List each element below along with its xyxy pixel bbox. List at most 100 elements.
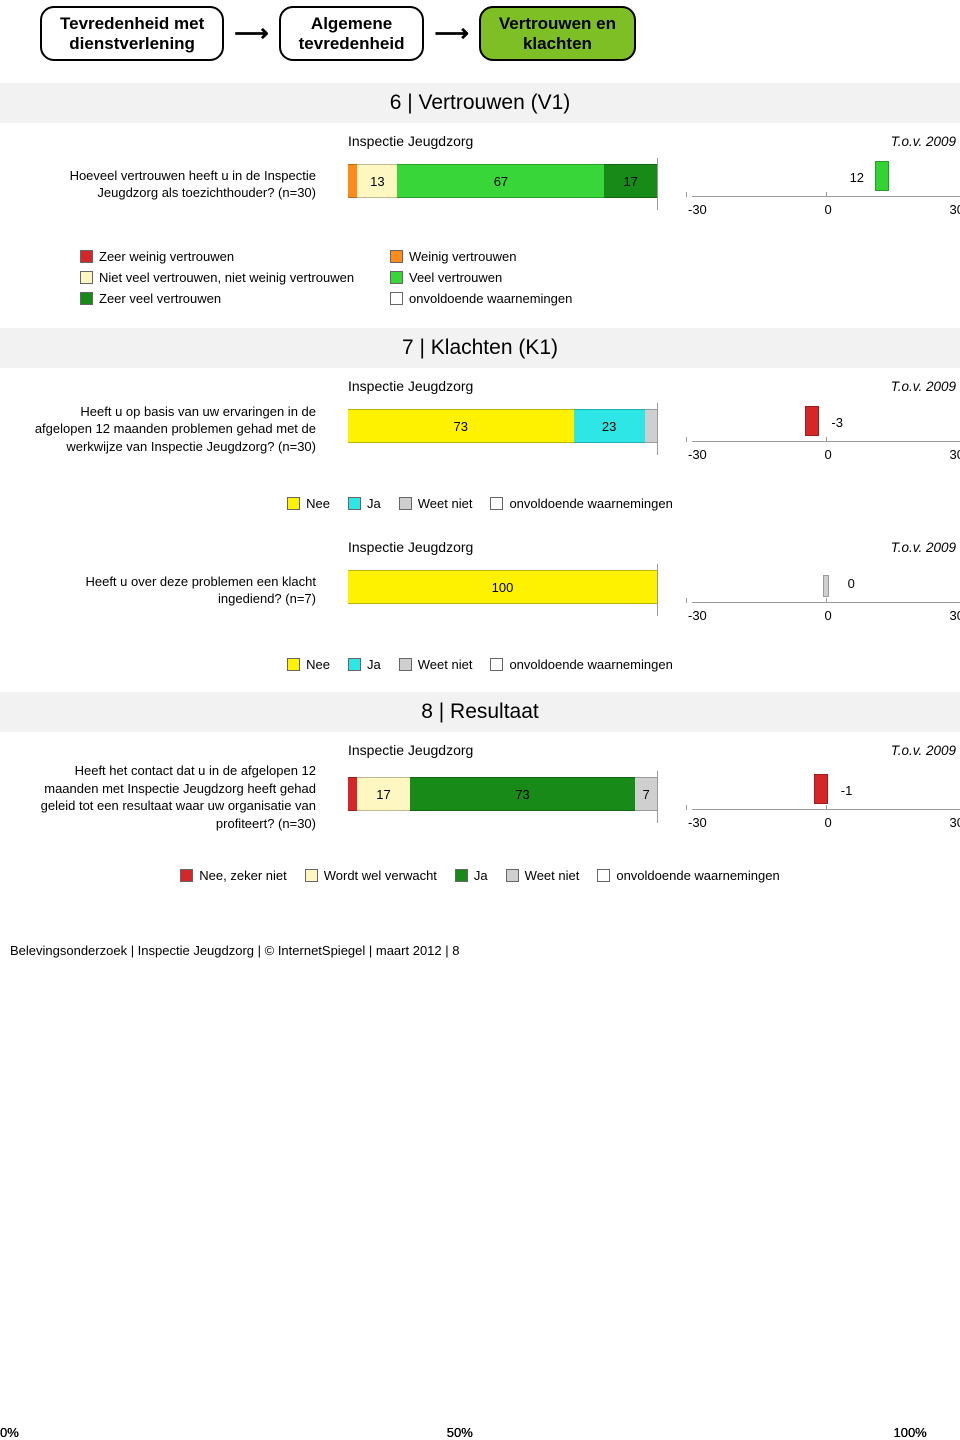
s7c0-col-left-label: Inspectie Jeugdzorg — [348, 378, 658, 394]
legend-item: Weet niet — [399, 496, 473, 511]
diff-value-label: 0 — [848, 576, 855, 591]
s8-question: Heeft het contact dat u in de afgelopen … — [30, 762, 320, 832]
legend-swatch — [399, 497, 412, 510]
legend-item: Wordt wel verwacht — [305, 868, 437, 883]
s8-bar-ticks: 0% 50% 100% — [0, 1425, 960, 1440]
legend-item: onvoldoende waarnemingen — [490, 657, 672, 672]
breadcrumb-nav: Tevredenheid met dienstverlening ⟶ Algem… — [0, 0, 960, 73]
s7c1-col-right-label: T.o.v. 2009 — [686, 540, 960, 555]
s7c0-question: Heeft u op basis van uw ervaringen in de… — [30, 403, 320, 456]
legend-label: Nee — [306, 496, 330, 511]
legend-item: onvoldoende waarnemingen — [490, 496, 672, 511]
legend-label: Wordt wel verwacht — [324, 868, 437, 883]
diff-value-label: -3 — [831, 415, 843, 430]
bar-segment — [645, 409, 657, 443]
arrow-icon: ⟶ — [432, 19, 470, 48]
s8-col-left-label: Inspectie Jeugdzorg — [348, 742, 658, 758]
nav-pill-2: Algemene tevredenheid — [279, 6, 425, 61]
legend-swatch — [490, 658, 503, 671]
s8-legend: Nee, zeker niet Wordt wel verwacht Ja Weet … — [0, 854, 960, 893]
legend-swatch — [506, 869, 519, 882]
legend-item: Zeer veel vertrouwen — [80, 291, 380, 306]
legend-item: Niet veel vertrouwen, niet weinig vertro… — [80, 270, 380, 285]
legend-label: Weet niet — [418, 496, 473, 511]
legend-swatch — [180, 869, 193, 882]
s6-question: Hoeveel vertrouwen heeft u in de Inspect… — [30, 167, 320, 202]
s6-diff-chart: -3003012 — [686, 153, 960, 215]
legend-label: Veel vertrouwen — [409, 270, 502, 285]
legend-label: Weet niet — [418, 657, 473, 672]
legend-label: onvoldoende waarnemingen — [509, 657, 672, 672]
nav-pill-1-line2: dienstverlening — [69, 34, 195, 53]
section-8-title: 8 | Resultaat — [0, 692, 960, 732]
legend-swatch — [287, 658, 300, 671]
s7-legend-1: Nee Ja Weet niet onvoldoende waarnemingen — [0, 482, 960, 521]
legend-label: onvoldoende waarnemingen — [509, 496, 672, 511]
page-footer: Belevingsonderzoek | Inspectie Jeugdzorg… — [0, 893, 960, 968]
legend-label: Ja — [367, 657, 381, 672]
diff-value-label: 12 — [850, 170, 864, 185]
diff-marker — [875, 161, 889, 191]
legend-item: Ja — [348, 657, 381, 672]
legend-item: Ja — [348, 496, 381, 511]
bar-segment: 67 — [397, 164, 604, 198]
legend-swatch — [80, 250, 93, 263]
bar-segment: 73 — [410, 777, 636, 811]
bar-segment: 100 — [348, 570, 657, 604]
legend-swatch — [597, 869, 610, 882]
s8-diff-chart: -30030-1 — [686, 766, 960, 828]
s7c1-stacked-bar: 100 — [348, 564, 658, 616]
legend-label: Weet niet — [525, 868, 580, 883]
legend-swatch — [390, 250, 403, 263]
legend-swatch — [390, 271, 403, 284]
s8-col-right-label: T.o.v. 2009 — [686, 743, 960, 758]
legend-label: Zeer weinig vertrouwen — [99, 249, 234, 264]
s6-col-right-label: T.o.v. 2009 — [686, 134, 960, 149]
arrow-icon: ⟶ — [232, 19, 270, 48]
bar-segment — [348, 164, 357, 198]
legend-label: onvoldoende waarnemingen — [409, 291, 572, 306]
legend-swatch — [305, 869, 318, 882]
diff-marker — [823, 575, 829, 597]
nav-pill-3-line1: Vertrouwen en — [499, 14, 616, 33]
diff-value-label: -1 — [841, 783, 853, 798]
s6-stacked-bar: 136717 — [348, 158, 658, 210]
s7c1-diff-chart: -300300 — [686, 559, 960, 621]
legend-swatch — [80, 271, 93, 284]
legend-label: onvoldoende waarnemingen — [616, 868, 779, 883]
section-6-title: 6 | Vertrouwen (V1) — [0, 83, 960, 123]
s7c1-question: Heeft u over deze problemen een klacht i… — [30, 573, 320, 608]
s7-legend-2: Nee Ja Weet niet onvoldoende waarnemingen — [0, 643, 960, 682]
nav-pill-2-line2: tevredenheid — [299, 34, 405, 53]
s7c0-stacked-bar: 7323 — [348, 403, 658, 455]
s7c0-col-right-label: T.o.v. 2009 — [686, 379, 960, 394]
nav-pill-1: Tevredenheid met dienstverlening — [40, 6, 224, 61]
bar-segment: 17 — [604, 164, 657, 198]
s6-legend: Zeer weinig vertrouwenWeinig vertrouwenN… — [0, 237, 960, 318]
s7c1-col-left-label: Inspectie Jeugdzorg — [348, 539, 658, 555]
legend-label: Niet veel vertrouwen, niet weinig vertro… — [99, 270, 354, 285]
s8-stacked-bar: 17737 — [348, 771, 658, 823]
legend-item: onvoldoende waarnemingen — [390, 291, 650, 306]
legend-label: Ja — [367, 496, 381, 511]
legend-label: Nee — [306, 657, 330, 672]
section-7-title: 7 | Klachten (K1) — [0, 328, 960, 368]
bar-segment: 73 — [348, 409, 574, 443]
nav-pill-1-line1: Tevredenheid met — [60, 14, 204, 33]
legend-swatch — [348, 658, 361, 671]
legend-label: Ja — [474, 868, 488, 883]
s6-col-left-label: Inspectie Jeugdzorg — [348, 133, 658, 149]
legend-item: onvoldoende waarnemingen — [597, 868, 779, 883]
legend-item: Weet niet — [399, 657, 473, 672]
legend-item: Nee — [287, 657, 330, 672]
legend-item: Zeer weinig vertrouwen — [80, 249, 380, 264]
legend-label: Zeer veel vertrouwen — [99, 291, 221, 306]
diff-marker — [814, 774, 828, 804]
legend-swatch — [348, 497, 361, 510]
legend-item: Nee, zeker niet — [180, 868, 286, 883]
diff-marker — [805, 406, 819, 436]
bar-segment: 13 — [357, 164, 397, 198]
legend-item: Ja — [455, 868, 488, 883]
legend-item: Veel vertrouwen — [390, 270, 650, 285]
bar-segment: 23 — [574, 409, 645, 443]
